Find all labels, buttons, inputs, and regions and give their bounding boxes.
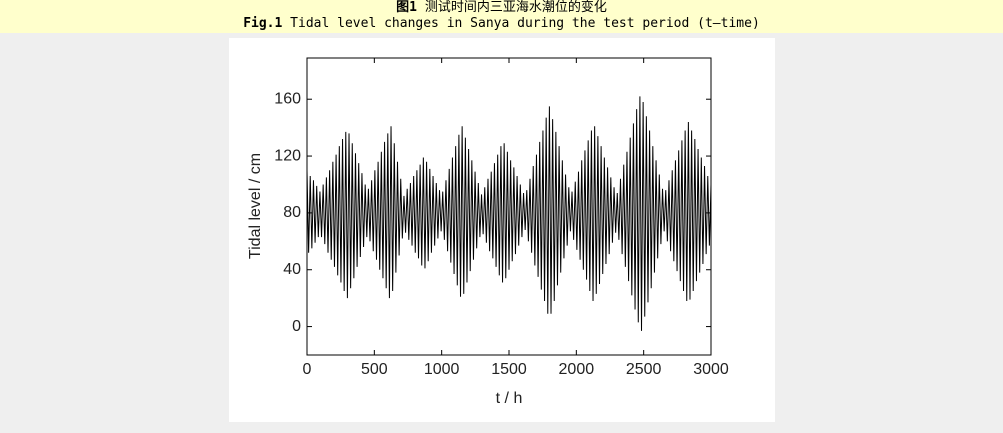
y-tick-label: 0 [292,318,301,335]
caption-title: Tidal level changes in Sanya during the … [290,16,760,31]
caption-label: 图1 [396,0,417,15]
y-tick-label: 160 [274,90,301,107]
caption: 图1 测试时间内三亚海水潮位的变化 Fig.1 Tidal level chan… [0,0,1003,33]
x-tick-label: 500 [361,361,388,378]
caption-cn: 图1 测试时间内三亚海水潮位的变化 [0,0,1003,16]
x-tick-label: 0 [303,361,312,378]
y-tick-label: 40 [283,261,301,278]
tide-line [306,96,712,331]
x-tick-label: 2500 [626,361,662,378]
x-axis-label: t / h [496,390,523,407]
x-tick-label: 2000 [559,361,595,378]
caption-label: Fig.1 [243,16,283,31]
caption-en: Fig.1 Tidal level changes in Sanya durin… [0,16,1003,32]
x-tick-label: 3000 [693,361,729,378]
caption-title: 测试时间内三亚海水潮位的变化 [424,0,607,15]
plot-frame [306,57,712,356]
y-tick-label: 80 [283,204,301,221]
x-tick-label: 1000 [424,361,460,378]
y-tick-label: 120 [274,147,301,164]
x-tick-label: 1500 [491,361,527,378]
y-axis-label: Tidal level / cm [247,153,264,259]
